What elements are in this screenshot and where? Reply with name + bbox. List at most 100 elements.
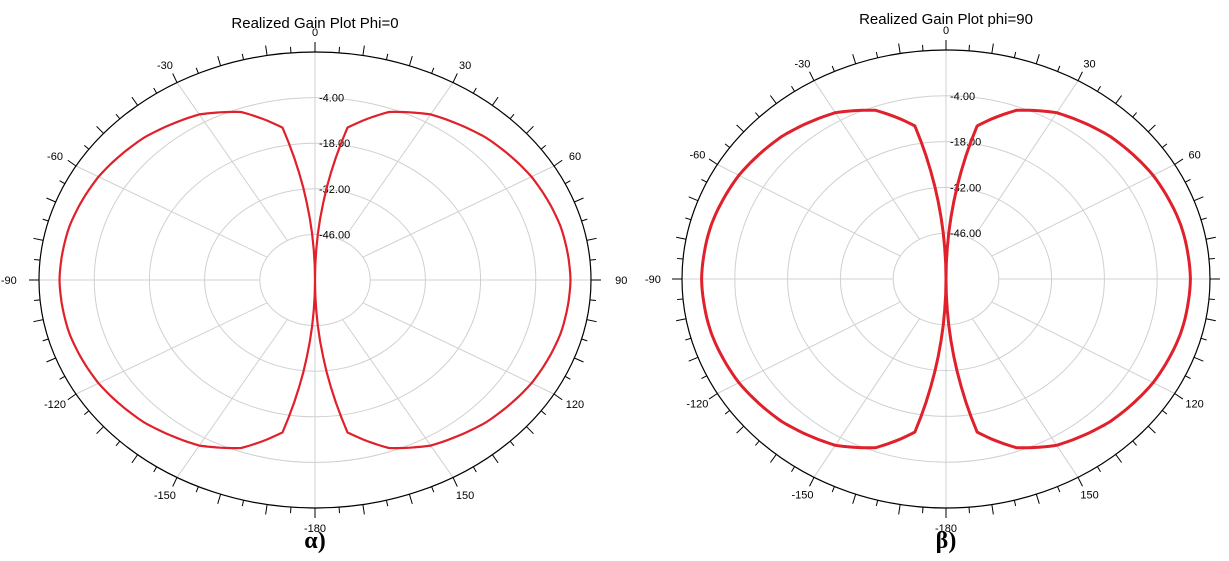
radial-label: -4.00 (319, 93, 344, 105)
figure-caption: β) (936, 528, 957, 554)
rim-tick (1174, 393, 1184, 400)
rim-tick (540, 410, 546, 416)
rim-tick (991, 43, 994, 54)
series-layer (58, 110, 572, 450)
rim-tick (1132, 440, 1137, 446)
rim-tick (42, 218, 49, 222)
rim-tick (96, 125, 104, 134)
angle-label: -60 (689, 150, 705, 162)
rim-tick (115, 113, 121, 120)
rim-tick (852, 54, 857, 64)
angle-label: 150 (1080, 490, 1098, 502)
rim-tick (115, 440, 121, 447)
series-layer (700, 108, 1192, 450)
rim-tick (362, 504, 365, 515)
rim-tick (472, 87, 477, 94)
rim-tick (770, 454, 777, 463)
rim-tick (736, 124, 745, 133)
rim-tick (1132, 112, 1137, 118)
grid-spoke (362, 165, 555, 258)
rim-tick (770, 95, 777, 104)
rim-tick (581, 218, 588, 222)
rim-tick (195, 486, 199, 493)
rim-tick (1208, 298, 1216, 301)
rim-tick (452, 477, 458, 487)
angle-label: -90 (645, 274, 661, 286)
rim-tick (1115, 95, 1122, 104)
grid-spoke (176, 82, 288, 241)
grid-spoke (717, 301, 901, 394)
grid-spoke (75, 165, 268, 258)
angle-label: -180 (935, 523, 957, 535)
rim-tick (491, 96, 499, 106)
rim-tick (1077, 71, 1083, 81)
rim-tick (408, 494, 413, 504)
angle-label: -120 (686, 399, 708, 411)
radial-label: -46.00 (950, 228, 981, 240)
rim-tick (540, 144, 546, 150)
grid-spoke (813, 80, 921, 240)
polar-chart-phi-0: Realized Gain Plot Phi=0 0 30 60 90 120 150 -1… (1, 15, 627, 554)
rim-tick (265, 45, 268, 56)
grid-spoke (971, 80, 1079, 240)
rim-tick (1185, 375, 1191, 380)
rim-tick (701, 375, 707, 380)
grid-spoke (991, 164, 1175, 257)
grid-spoke (342, 319, 454, 478)
rim-tick (1200, 337, 1207, 341)
radial-label: -18.00 (950, 137, 981, 149)
angle-label: -150 (791, 490, 813, 502)
rim-tick (96, 426, 104, 435)
rim-tick (153, 466, 158, 473)
rim-tick (589, 299, 596, 302)
rim-tick (676, 298, 684, 301)
rim-tick (553, 393, 563, 401)
grid-spoke (75, 302, 268, 395)
rim-tick (153, 87, 158, 94)
angle-label: -30 (795, 58, 811, 70)
angle-label: 150 (456, 490, 474, 502)
rim-tick (791, 86, 796, 92)
chart-title: Realized Gain Plot Phi=0 (231, 15, 398, 32)
rim-tick (574, 357, 584, 363)
radial-label: -46.00 (319, 229, 350, 241)
rim-tick (724, 409, 731, 415)
rim-tick (1057, 65, 1061, 72)
rim-tick (1147, 425, 1156, 434)
rim-tick (1035, 494, 1040, 504)
rim-tick (385, 53, 389, 60)
rim-tick (553, 159, 563, 167)
radial-labels: -4.00 -18.00 -32.00 -46.00 (319, 93, 350, 242)
angle-label: 30 (459, 60, 471, 72)
rim-tick (1147, 124, 1156, 133)
rim-tick (217, 494, 222, 504)
rim-tick (241, 53, 245, 60)
rim-tick (708, 158, 718, 165)
rim-tick (1174, 158, 1184, 165)
rim-tick (1096, 86, 1101, 92)
rim-tick (581, 338, 588, 342)
rim-tick (586, 237, 597, 241)
figure-caption: α) (304, 528, 325, 554)
angle-label: -180 (304, 523, 326, 535)
rim-tick (1208, 257, 1216, 260)
angle-label: 120 (566, 399, 584, 411)
chart-title: Realized Gain Plot phi=90 (859, 11, 1033, 28)
grid-spoke (971, 318, 1079, 478)
rim-tick (809, 477, 815, 487)
rim-tick (491, 454, 499, 464)
rim-tick (898, 504, 901, 515)
gain-series-line (58, 110, 572, 450)
grid-spoke (813, 318, 921, 478)
rim-tick (33, 237, 44, 241)
rim-tick (34, 258, 41, 261)
angle-label: -150 (154, 490, 176, 502)
rim-tick (172, 73, 178, 83)
rim-tick (67, 393, 77, 401)
rim-tick (1013, 51, 1017, 58)
rim-tick (526, 426, 534, 435)
rim-tick (736, 425, 745, 434)
